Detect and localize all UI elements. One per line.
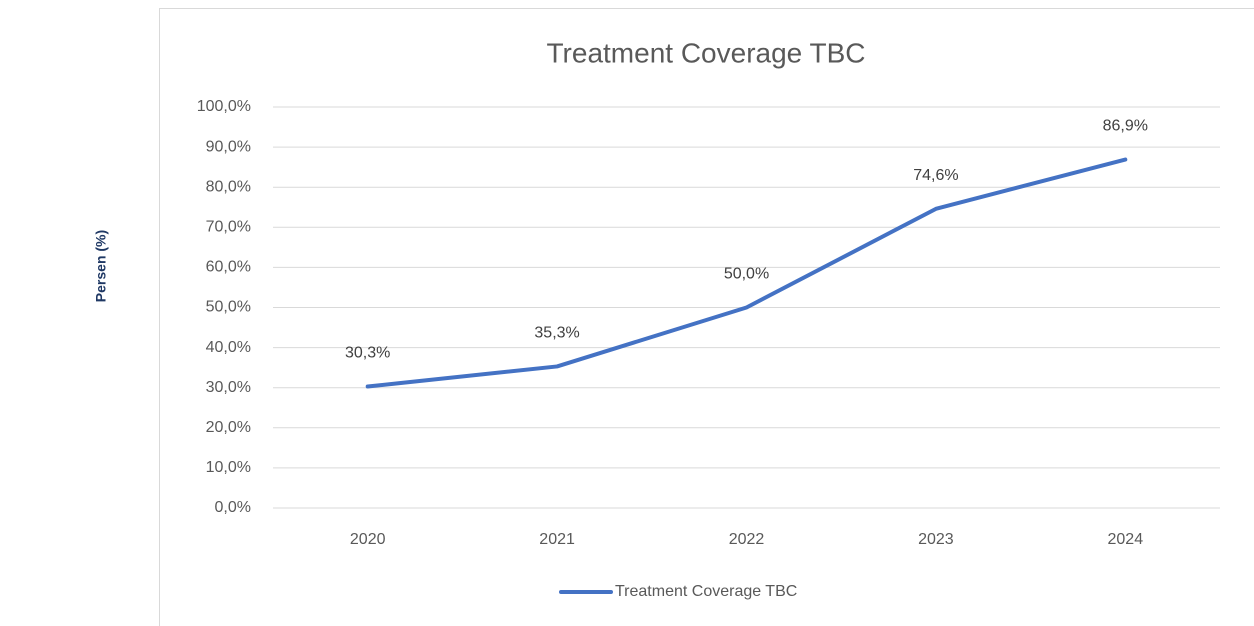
y-tick-label: 70,0% [206, 219, 251, 236]
data-label: 50,0% [724, 266, 769, 283]
y-tick-label: 80,0% [206, 178, 251, 195]
legend-label: Treatment Coverage TBC [615, 583, 797, 600]
data-label: 86,9% [1103, 118, 1148, 135]
x-tick-label: 2024 [1108, 531, 1144, 548]
y-tick-label: 10,0% [206, 459, 251, 476]
chart-title: Treatment Coverage TBC [546, 37, 865, 68]
y-tick-label: 90,0% [206, 138, 251, 155]
y-tick-label: 0,0% [215, 499, 251, 516]
x-tick-label: 2021 [539, 531, 575, 548]
y-axis-label: Persen (%) [93, 230, 109, 302]
data-label: 30,3% [345, 345, 390, 362]
data-label: 35,3% [534, 325, 579, 342]
y-tick-label: 30,0% [206, 379, 251, 396]
y-tick-label: 50,0% [206, 299, 251, 316]
y-tick-label: 60,0% [206, 259, 251, 276]
y-tick-label: 40,0% [206, 339, 251, 356]
chart-border [159, 8, 1254, 626]
y-tick-label: 100,0% [197, 98, 251, 115]
x-tick-label: 2020 [350, 531, 386, 548]
x-tick-label: 2022 [729, 531, 765, 548]
y-tick-label: 20,0% [206, 419, 251, 436]
data-label: 74,6% [913, 167, 958, 184]
data-line [365, 157, 1128, 389]
x-tick-label: 2023 [918, 531, 954, 548]
